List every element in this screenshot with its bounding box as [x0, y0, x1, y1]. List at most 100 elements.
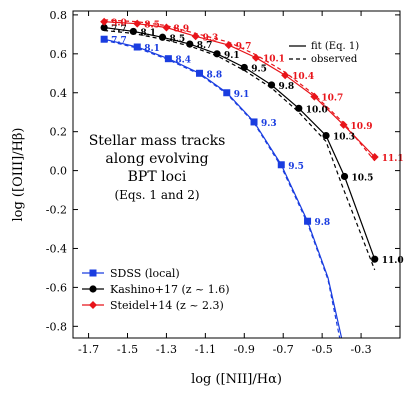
- point-sdss-local: [196, 69, 204, 77]
- point-steidel-14-z-2-3: [133, 19, 142, 28]
- point-sdss-local: [164, 55, 172, 63]
- y-tick-label: -0.8: [46, 320, 67, 333]
- mass-label-kashino-17-z-1-6: 7.7: [111, 25, 127, 35]
- x-tick-label: -0.7: [273, 343, 294, 356]
- point-kashino-17-z-1-6: [129, 27, 137, 36]
- point-steidel-14-z-2-3: [100, 17, 109, 26]
- point-steidel-14-z-2-3: [162, 23, 171, 32]
- point-kashino-17-z-1-6: [100, 23, 108, 32]
- y-tick-label: -0.2: [46, 204, 67, 217]
- annotation-line-1: Stellar mass tracks: [89, 133, 226, 149]
- mass-label-steidel-14-z-2-3: 10.1: [263, 55, 285, 65]
- mass-label-steidel-14-z-2-3: 8.5: [144, 21, 160, 31]
- point-steidel-14-z-2-3: [370, 152, 379, 161]
- y-tick-label: -0.6: [46, 281, 67, 294]
- point-kashino-17-z-1-6: [158, 33, 167, 41]
- mass-label-kashino-17-z-1-6: 9.1: [224, 51, 240, 61]
- legend-kashino-marker: [89, 285, 97, 293]
- point-sdss-local: [223, 89, 231, 97]
- legend-observed-label: observed: [311, 54, 358, 65]
- point-sdss-local: [250, 118, 258, 126]
- x-tick-label: -0.3: [350, 343, 371, 356]
- y-tick-label: 0.8: [50, 9, 68, 22]
- y-axis-label: log ([OIII]/Hβ): [11, 127, 26, 221]
- point-sdss-local: [133, 43, 141, 51]
- legend-entry-kashino: Kashino+17 (z ~ 1.6): [82, 283, 230, 296]
- mass-label-steidel-14-z-2-3: 10.9: [351, 122, 373, 132]
- mass-label-kashino-17-z-1-6: 10.5: [352, 173, 374, 183]
- mass-label-sdss-local: 9.3: [261, 119, 277, 129]
- mass-label-sdss-local: 8.1: [144, 44, 160, 54]
- x-tick-label: -0.5: [312, 343, 333, 356]
- plot-frame: [72, 10, 401, 339]
- point-kashino-17-z-1-6: [186, 40, 194, 48]
- legend-steidel-label: Steidel+14 (z ~ 2.3): [110, 299, 224, 312]
- point-sdss-local: [100, 35, 108, 43]
- point-kashino-17-z-1-6: [240, 63, 248, 72]
- fit-line-sdss-local: [103, 38, 343, 338]
- y-tick-label: -0.4: [46, 242, 67, 255]
- point-steidel-14-z-2-3: [191, 32, 200, 41]
- legend-steidel-marker: [89, 301, 97, 309]
- x-tick-label: -1.5: [117, 343, 138, 356]
- point-kashino-17-z-1-6: [267, 81, 276, 89]
- annotation-line-2: along evolving: [105, 151, 208, 167]
- mass-label-sdss-local: 9.5: [288, 162, 304, 172]
- legend-sdss-marker: [89, 269, 97, 277]
- x-axis-label: log ([NII]/Hα): [191, 372, 282, 387]
- mass-label-steidel-14-z-2-3: 9.7: [236, 42, 252, 52]
- mass-label-sdss-local: 9.1: [234, 90, 250, 100]
- legend-sdss-label: SDSS (local): [110, 267, 180, 280]
- annotation: Stellar mass tracks along evolving BPT l…: [89, 133, 226, 202]
- mass-label-steidel-14-z-2-3: 9.3: [203, 33, 219, 43]
- mass-label-kashino-17-z-1-6: 11.0: [382, 256, 404, 266]
- y-tick-label: 0.6: [50, 48, 68, 61]
- annotation-line-3: BPT loci: [128, 169, 187, 185]
- mass-label-sdss-local: 7.7: [111, 36, 127, 46]
- mass-label-steidel-14-z-2-3: 10.7: [321, 94, 343, 104]
- legend-fit-label: fit (Eq. 1): [311, 41, 359, 52]
- fit-line-steidel-14-z-2-3: [104, 21, 376, 158]
- annotation-subtitle: (Eqs. 1 and 2): [114, 188, 199, 202]
- point-kashino-17-z-1-6: [371, 255, 379, 263]
- series-layer: [100, 17, 379, 338]
- mass-label-steidel-14-z-2-3: 10.4: [292, 72, 314, 82]
- mass-label-steidel-14-z-2-3: 9.0: [111, 19, 127, 29]
- x-tick-label: -1.3: [156, 343, 177, 356]
- legend-entry-sdss: SDSS (local): [82, 267, 180, 280]
- legend-entry-steidel: Steidel+14 (z ~ 2.3): [82, 299, 224, 312]
- mass-label-kashino-17-z-1-6: 8.1: [140, 28, 156, 38]
- series-legend: SDSS (local) Kashino+17 (z ~ 1.6) Steide…: [82, 267, 230, 312]
- x-tick-label: -1.1: [195, 343, 216, 356]
- point-kashino-17-z-1-6: [340, 172, 349, 181]
- point-kashino-17-z-1-6: [295, 104, 303, 112]
- point-steidel-14-z-2-3: [310, 92, 319, 101]
- observed-line-sdss-local: [103, 39, 341, 338]
- legend-kashino-label: Kashino+17 (z ~ 1.6): [110, 283, 230, 296]
- mass-labels-layer: 7.78.18.48.89.19.39.59.87.7 8.18.58.79.19…: [111, 19, 403, 266]
- x-tick-label: -0.9: [234, 343, 255, 356]
- observed-line-steidel-14-z-2-3: [104, 19, 376, 162]
- point-steidel-14-z-2-3: [281, 71, 290, 80]
- mass-label-sdss-local: 8.8: [207, 70, 223, 80]
- x-tick-label: -1.7: [78, 343, 99, 356]
- axis-ticks: -1.7 -1.5 -1.3 -1.1 -0.9 -0.7 -0.5 -0.3 0.8 0.6 0.…: [46, 9, 400, 356]
- y-tick-label: 0.4: [50, 87, 68, 100]
- y-tick-label: 0.0: [50, 165, 68, 178]
- line-style-legend: fit (Eq. 1) observed: [289, 41, 359, 65]
- point-steidel-14-z-2-3: [224, 41, 233, 50]
- point-kashino-17-z-1-6: [213, 50, 221, 58]
- point-steidel-14-z-2-3: [251, 53, 260, 62]
- point-sdss-local: [277, 161, 285, 169]
- point-kashino-17-z-1-6: [322, 131, 330, 140]
- mass-label-kashino-17-z-1-6: 8.7: [197, 41, 213, 51]
- mass-label-kashino-17-z-1-6: 10.3: [333, 133, 355, 143]
- mass-label-kashino-17-z-1-6: 9.8: [279, 82, 295, 92]
- mass-label-kashino-17-z-1-6: 8.5: [170, 34, 186, 44]
- mass-label-steidel-14-z-2-3: 11.1: [382, 154, 404, 164]
- mass-label-steidel-14-z-2-3: 8.9: [173, 25, 189, 35]
- mass-label-sdss-local: 8.4: [175, 56, 191, 66]
- mass-label-kashino-17-z-1-6: 10.0: [306, 105, 328, 115]
